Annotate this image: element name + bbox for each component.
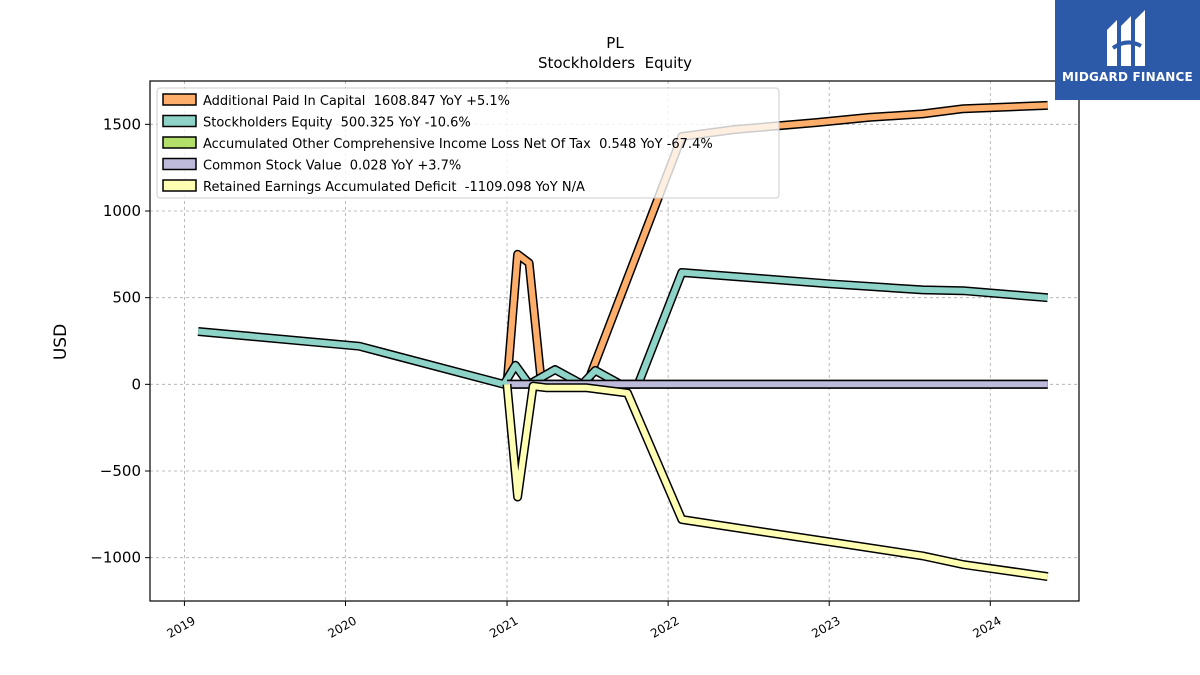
legend-box	[156, 87, 780, 199]
y-tick-label: −1000	[90, 549, 141, 567]
chart-title: PL	[606, 34, 624, 52]
y-tick-label: −500	[100, 462, 141, 480]
legend-label: Stockholders Equity 500.325 YoY -10.6%	[203, 116, 471, 131]
plot-frame	[149, 80, 1080, 602]
y-tick-label: 500	[112, 289, 141, 307]
series-line-5	[504, 383, 1049, 580]
x-axis: 2019 2020 2021 2022 2023 2024	[164, 601, 1004, 641]
series-lines	[197, 100, 1049, 582]
y-tick-label: 1500	[103, 115, 141, 133]
brand-name: MIDGARD FINANCE	[1062, 70, 1193, 84]
midgard-logo-icon	[1107, 10, 1145, 66]
legend-label: Common Stock Value 0.028 YoY +3.7%	[203, 159, 461, 174]
legend-swatch	[162, 114, 197, 128]
x-tick-label: 2022	[648, 613, 681, 640]
y-axis-label: USD	[51, 324, 71, 360]
x-tick-label: 2019	[164, 613, 197, 640]
y-axis: −1000 −500 0 500 1000 1500	[90, 115, 150, 567]
y-tick-label: 1000	[103, 202, 141, 220]
y-tick-label: 0	[131, 375, 141, 393]
legend-label: Retained Earnings Accumulated Deficit -1…	[203, 180, 585, 195]
x-tick-label: 2023	[809, 613, 842, 640]
x-tick-label: 2024	[970, 613, 1003, 640]
series-outline-5	[502, 381, 1049, 582]
legend-swatch	[162, 157, 197, 171]
legend: Additional Paid In Capital 1608.847 YoY …	[156, 87, 780, 199]
legend-label: Accumulated Other Comprehensive Income L…	[203, 137, 713, 152]
x-tick-label: 2021	[487, 613, 520, 640]
series-line-2	[197, 269, 1048, 388]
legend-label: Additional Paid In Capital 1608.847 YoY …	[203, 94, 510, 109]
legend-swatch	[162, 136, 197, 149]
x-tick-label: 2020	[326, 613, 359, 640]
legend-swatch	[162, 93, 197, 106]
brand-logo: MIDGARD FINANCE	[1055, 0, 1200, 100]
legend-swatch	[162, 179, 197, 192]
chart-subtitle: Stockholders Equity	[538, 54, 692, 72]
